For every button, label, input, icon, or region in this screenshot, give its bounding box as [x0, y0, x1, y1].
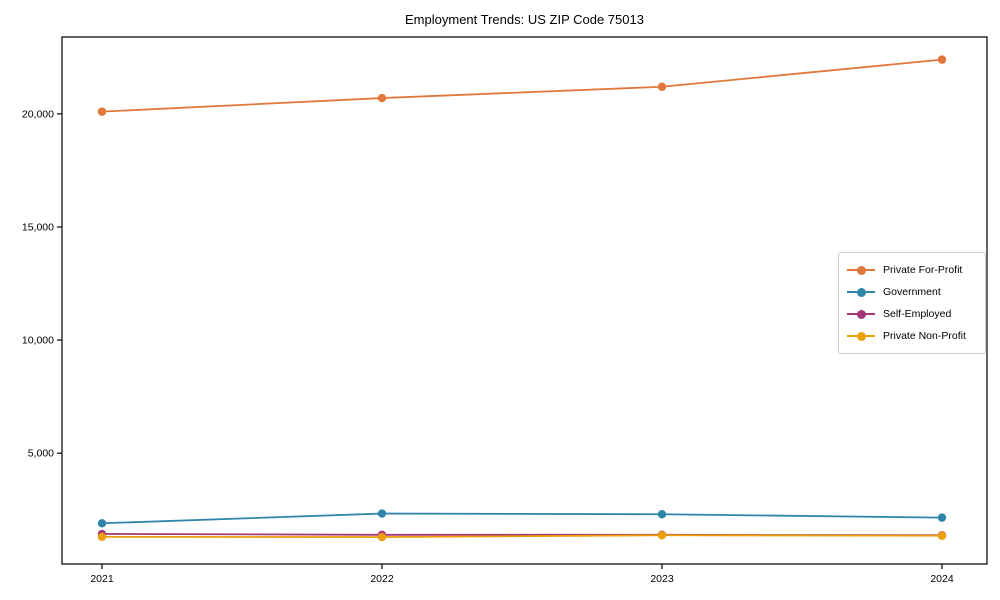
- data-point-private-for-profit-2023: [657, 82, 667, 91]
- data-point-private-non-profit-2023: [657, 531, 667, 540]
- legend-label: Self-Employed: [883, 308, 952, 320]
- legend-item-self-employed: Self-Employed: [847, 303, 977, 325]
- data-point-private-non-profit-2024: [937, 531, 947, 540]
- x-tick-label: 2021: [90, 573, 114, 585]
- data-point-government-2021: [97, 519, 107, 528]
- legend-item-private-non-profit: Private Non-Profit: [847, 325, 977, 347]
- legend-label: Private For-Profit: [883, 264, 963, 276]
- data-point-private-non-profit-2022: [377, 532, 387, 542]
- series-line-private-non-profit: [101, 534, 943, 538]
- y-tick-label: 10,000: [22, 335, 54, 347]
- line-marker-icon: [847, 287, 875, 298]
- x-tick-label: 2024: [930, 573, 954, 585]
- line-marker-icon: [847, 265, 875, 276]
- chart-title: Employment Trends: US ZIP Code 75013: [405, 12, 644, 27]
- y-tick-label: 20,000: [22, 108, 54, 120]
- legend-item-private-for-profit: Private For-Profit: [847, 259, 977, 281]
- legend-label: Government: [883, 286, 941, 298]
- data-point-government-2022: [377, 509, 387, 518]
- data-point-private-for-profit-2024: [937, 55, 947, 64]
- data-point-private-for-profit-2022: [377, 93, 387, 103]
- legend-item-government: Government: [847, 281, 977, 303]
- y-tick-label: 15,000: [22, 221, 54, 233]
- legend: Private For-Profit Government Self-Emplo…: [838, 252, 986, 354]
- line-marker-icon: [847, 309, 875, 320]
- data-point-private-non-profit-2021: [97, 532, 107, 542]
- data-point-private-for-profit-2021: [97, 107, 107, 116]
- legend-label: Private Non-Profit: [883, 330, 966, 342]
- y-tick-label: 5,000: [28, 448, 54, 460]
- series-line-private-for-profit: [101, 58, 943, 113]
- series-line-government: [101, 512, 943, 525]
- line-marker-icon: [847, 331, 875, 342]
- x-tick-label: 2023: [650, 573, 674, 585]
- data-point-government-2023: [657, 510, 667, 519]
- axes-box: [61, 36, 988, 565]
- x-tick-label: 2022: [370, 573, 394, 585]
- data-point-government-2024: [937, 513, 947, 522]
